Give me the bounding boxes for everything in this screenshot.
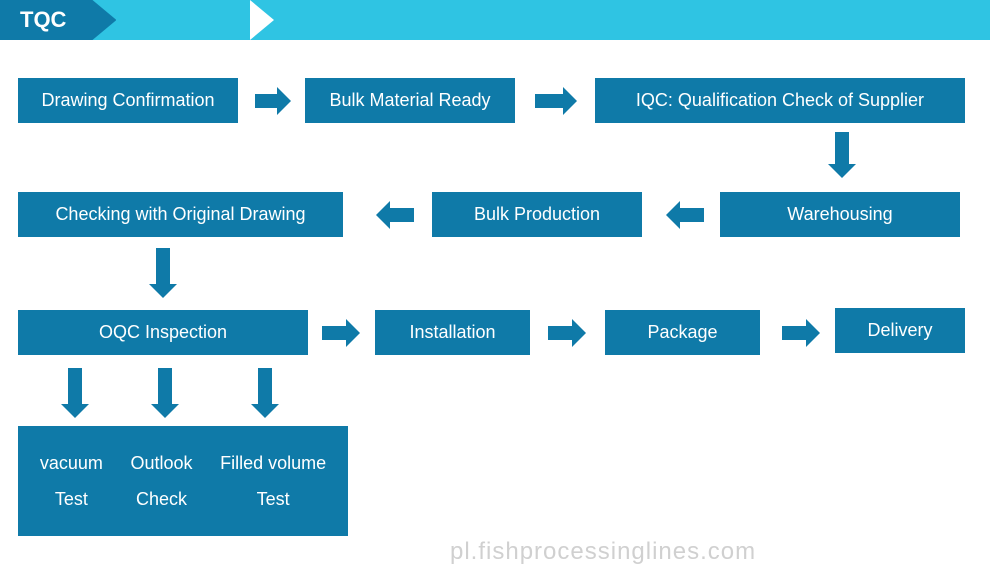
- flow-arrow-3: [680, 208, 704, 222]
- tests-col-2: Filled volumeTest: [220, 445, 326, 517]
- flow-arrow-1: [535, 94, 563, 108]
- flow-arrow-8: [782, 326, 806, 340]
- flow-arrow-4: [390, 208, 414, 222]
- watermark-text: pl.fishprocessinglines.com: [450, 538, 756, 566]
- flow-arrow-2: [835, 132, 849, 164]
- flow-arrow-11: [258, 368, 272, 404]
- flow-node-n3: IQC: Qualification Check of Supplier: [595, 78, 965, 123]
- flow-node-n8: Installation: [375, 310, 530, 355]
- flow-arrow-9: [68, 368, 82, 404]
- flow-node-n10: Delivery: [835, 308, 965, 353]
- flow-arrow-5: [156, 248, 170, 284]
- tests-box: vacuumTest OutlookCheck Filled volumeTest: [18, 426, 348, 536]
- flow-node-n5: Bulk Production: [432, 192, 642, 237]
- flow-node-n6: Checking with Original Drawing: [18, 192, 343, 237]
- tests-col-0: vacuumTest: [40, 445, 103, 517]
- flow-node-n9: Package: [605, 310, 760, 355]
- flow-node-n2: Bulk Material Ready: [305, 78, 515, 123]
- flow-node-n7: OQC Inspection: [18, 310, 308, 355]
- flow-arrow-7: [548, 326, 572, 340]
- flowchart-canvas: Drawing Confirmation Bulk Material Ready I…: [0, 0, 990, 578]
- flow-node-n4: Warehousing: [720, 192, 960, 237]
- tests-col-1: OutlookCheck: [130, 445, 192, 517]
- flow-arrow-0: [255, 94, 277, 108]
- flow-arrow-6: [322, 326, 346, 340]
- flow-arrow-10: [158, 368, 172, 404]
- flow-node-n1: Drawing Confirmation: [18, 78, 238, 123]
